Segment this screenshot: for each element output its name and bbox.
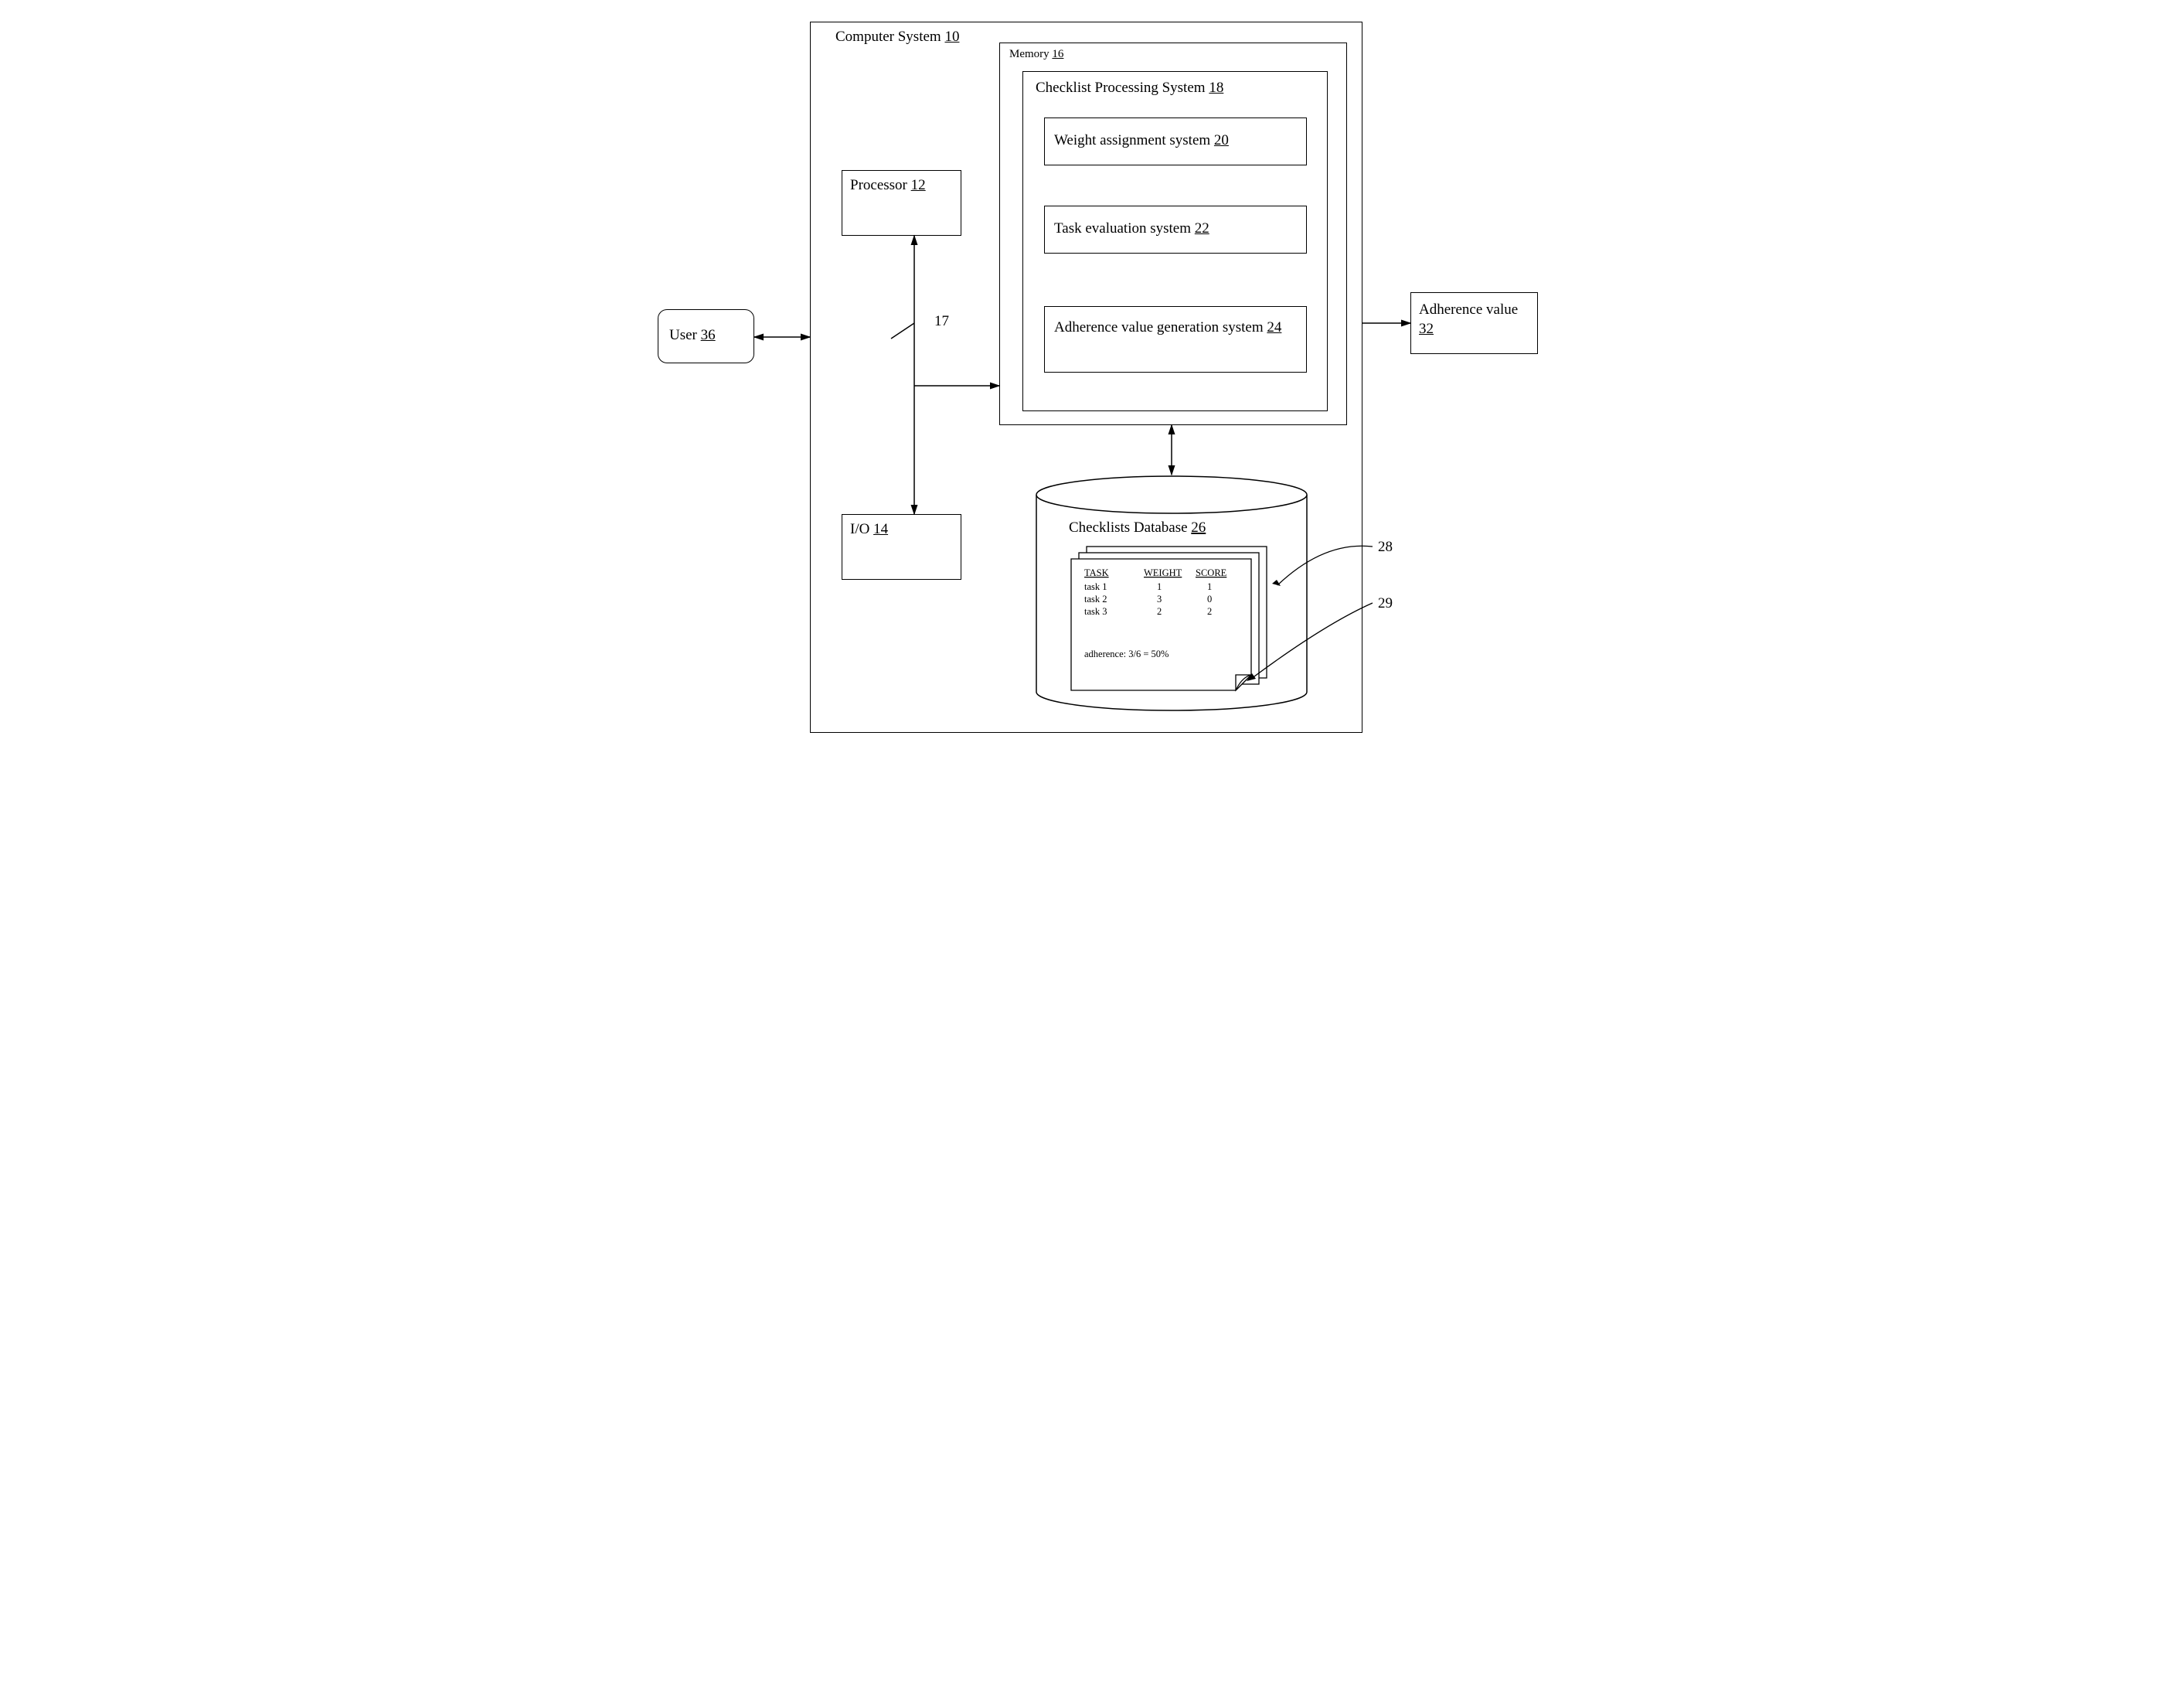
diagram-svg: Checklists Database 26 TASK WEIGHT SCORE… <box>597 0 1587 758</box>
svg-text:3: 3 <box>1157 594 1162 605</box>
svg-text:2: 2 <box>1207 606 1212 617</box>
edge-bus-tick <box>891 323 914 339</box>
svg-text:task 1: task 1 <box>1084 581 1107 592</box>
svg-text:adherence: 3/6 = 50%: adherence: 3/6 = 50% <box>1084 649 1169 659</box>
svg-text:task 2: task 2 <box>1084 594 1107 605</box>
svg-text:0: 0 <box>1207 594 1212 605</box>
svg-text:TASK: TASK <box>1084 567 1109 578</box>
svg-text:task 3: task 3 <box>1084 606 1107 617</box>
svg-text:2: 2 <box>1157 606 1162 617</box>
diagram-canvas: User 36 Computer System 10 Processor 12 … <box>597 0 1587 758</box>
svg-text:1: 1 <box>1207 581 1212 592</box>
svg-text:1: 1 <box>1157 581 1162 592</box>
database-label: Checklists Database 26 <box>1069 519 1206 536</box>
doc-sheet-front <box>1071 559 1251 690</box>
svg-text:WEIGHT: WEIGHT <box>1144 567 1182 578</box>
svg-text:SCORE: SCORE <box>1196 567 1227 578</box>
